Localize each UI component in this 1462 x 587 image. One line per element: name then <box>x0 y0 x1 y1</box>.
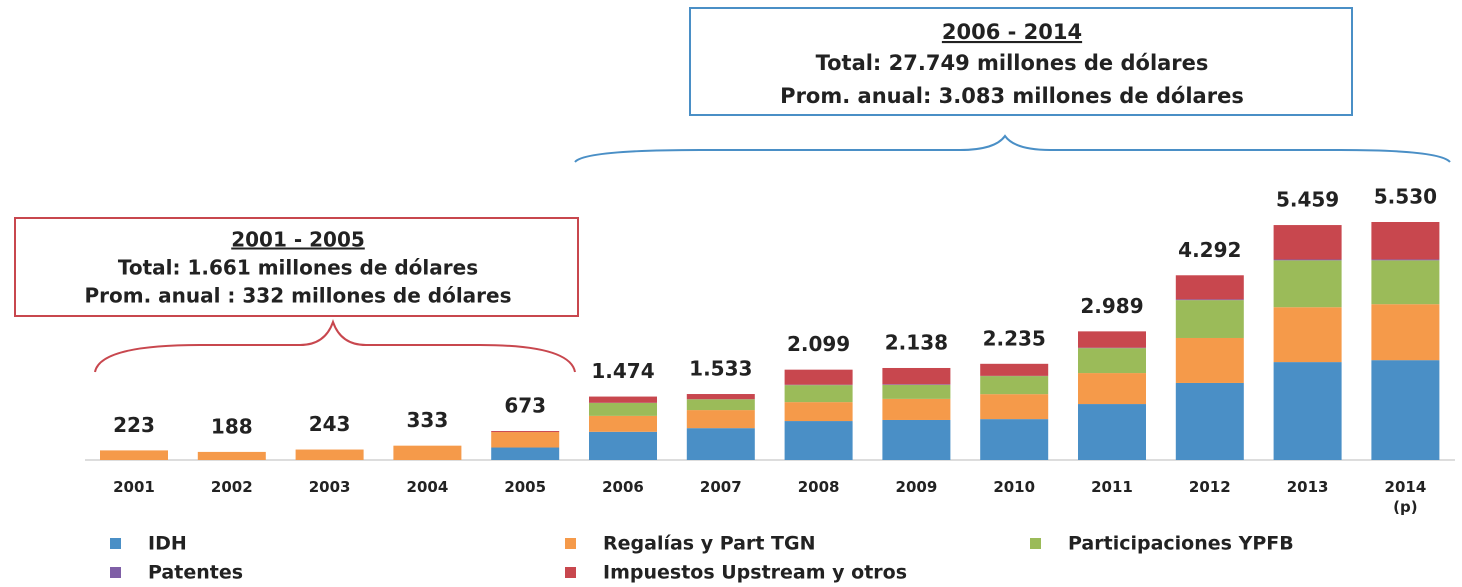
bar-segment <box>1078 404 1146 460</box>
bar-segment <box>882 384 951 385</box>
brace <box>574 134 1451 163</box>
total-label: 2.099 <box>787 332 850 356</box>
x-tick-label: 2012 <box>1188 478 1231 496</box>
total-label: 2.138 <box>885 330 948 354</box>
x-tick-label: 2013 <box>1286 478 1329 496</box>
annotation-line: Total: 27.749 millones de dólares <box>816 51 1209 75</box>
total-label: 673 <box>504 394 546 418</box>
total-label: 5.459 <box>1276 188 1339 212</box>
annotation-line: Total: 1.661 millones de dólares <box>118 256 478 280</box>
bar-segment <box>980 363 1049 376</box>
x-tick-label: 2003 <box>308 478 351 496</box>
bar-segment <box>980 394 1049 420</box>
bar-segment <box>882 419 951 460</box>
bar-segment <box>1078 373 1146 405</box>
total-label: 2.989 <box>1080 294 1143 318</box>
bar-segment <box>1175 299 1244 301</box>
x-tick-label: 2010 <box>993 478 1036 496</box>
bar-segment <box>882 398 951 420</box>
bar-segment <box>686 410 755 429</box>
bar-segment <box>100 450 168 460</box>
bar-segment <box>1175 275 1244 300</box>
bar-segment <box>686 394 755 400</box>
total-label: 333 <box>407 408 449 432</box>
bar-segment <box>1175 300 1244 338</box>
bar-segment <box>882 384 951 399</box>
annotation-line: Prom. anual: 3.083 millones de dólares <box>780 84 1244 108</box>
bar-segment <box>393 445 462 460</box>
bar-segment <box>1371 259 1440 261</box>
legend-swatch <box>1030 538 1041 549</box>
annotation-title: 2001 - 2005 <box>231 228 365 252</box>
x-tick-label: 2009 <box>895 478 938 496</box>
annotation-title: 2006 - 2014 <box>942 20 1082 44</box>
total-label: 1.533 <box>689 357 752 381</box>
bar-segment <box>784 385 853 403</box>
x-tick-label: 2011 <box>1091 478 1133 496</box>
bar-segment <box>589 396 657 403</box>
total-label: 223 <box>113 413 155 437</box>
bar-segment <box>1273 259 1342 261</box>
bar-segment <box>784 402 853 422</box>
bar-segment <box>784 421 853 460</box>
total-label: 1.474 <box>591 359 654 383</box>
x-tick-label: 2008 <box>797 478 840 496</box>
bar-segment <box>882 367 951 385</box>
annotation-box <box>14 217 579 317</box>
x-tick-label: 2001 <box>113 478 155 496</box>
bar-segment <box>1371 360 1440 460</box>
x-tick-label: 2006 <box>602 478 644 496</box>
legend-label: Impuestos Upstream y otros <box>603 562 907 584</box>
bar-segment <box>1273 260 1342 308</box>
bar-segment <box>686 428 755 460</box>
total-label: 188 <box>211 414 253 438</box>
bar-segment <box>1371 222 1440 260</box>
legend-label: IDH <box>148 533 187 555</box>
bar-segment <box>686 399 755 411</box>
bar-segment <box>491 447 560 460</box>
x-tick-label: 2002 <box>210 478 253 496</box>
bar-segment <box>980 376 1049 395</box>
bar-segment <box>1371 260 1440 305</box>
bar-segment <box>980 419 1049 460</box>
legend-label: Regalías y Part TGN <box>603 533 815 555</box>
bar-segment <box>295 449 364 460</box>
bar-segment <box>491 431 560 433</box>
bar-segment <box>1175 337 1244 383</box>
bar-segment <box>491 432 560 448</box>
total-label: 2.235 <box>983 326 1046 350</box>
total-label: 5.530 <box>1374 185 1437 209</box>
bar-segment <box>589 431 657 460</box>
bar-segment <box>1175 382 1244 460</box>
bar-segment <box>784 369 853 385</box>
annotation-line: Prom. anual : 332 millones de dólares <box>84 284 511 308</box>
bar-segment <box>589 415 657 432</box>
legend-swatch <box>110 567 121 578</box>
brace <box>94 318 576 373</box>
bar-segment <box>1078 348 1146 374</box>
x-tick-label: 2004 <box>406 478 449 496</box>
bar-segment <box>589 402 657 416</box>
bar-segment <box>1273 362 1342 460</box>
x-tick-label: 2014 (p) <box>1384 478 1427 516</box>
x-tick-label: 2005 <box>504 478 547 496</box>
bar-segment <box>1371 304 1440 361</box>
legend-swatch <box>565 567 576 578</box>
total-label: 4.292 <box>1178 238 1241 262</box>
legend-label: Patentes <box>148 562 243 584</box>
x-tick-label: 2007 <box>699 478 742 496</box>
annotation-box <box>689 7 1353 116</box>
legend-label: Participaciones YPFB <box>1068 533 1294 555</box>
bar-segment <box>1078 331 1146 348</box>
bar-segment <box>197 451 266 460</box>
bar-segment <box>1273 225 1342 260</box>
total-label: 243 <box>309 412 351 436</box>
bar-segment <box>1273 307 1342 363</box>
legend-swatch <box>110 538 121 549</box>
legend-swatch <box>565 538 576 549</box>
